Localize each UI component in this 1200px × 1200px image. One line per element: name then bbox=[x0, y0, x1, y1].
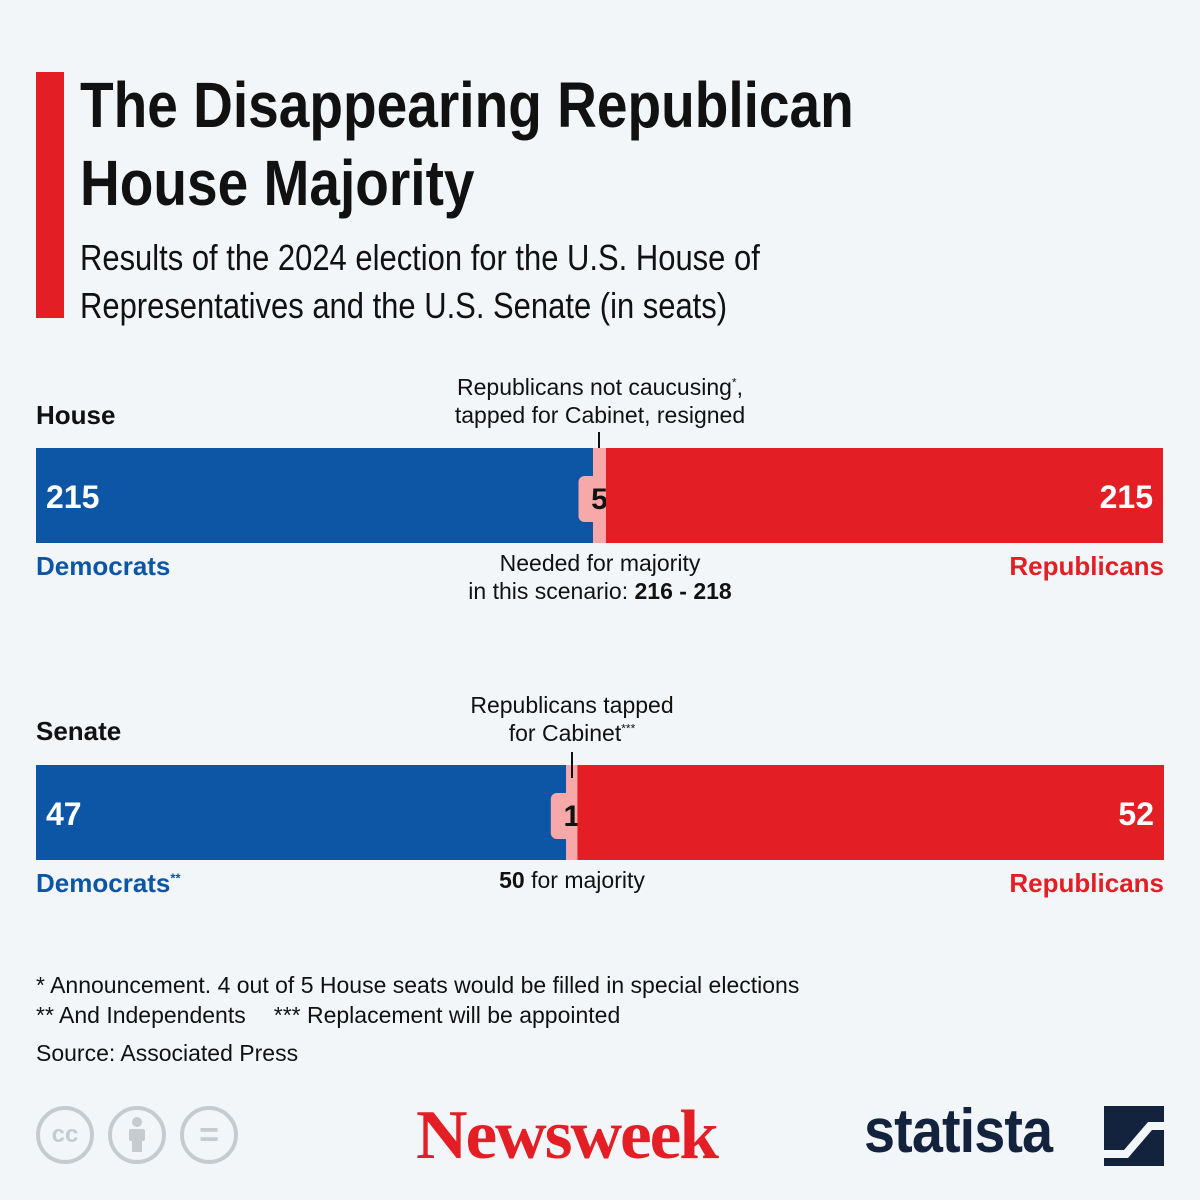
chart-subtitle: Results of the 2024 election for the U.S… bbox=[80, 237, 760, 326]
senate-top-annotation: Republicans tapped for Cabinet*** bbox=[470, 692, 674, 746]
house-republicans-bar bbox=[605, 448, 1163, 543]
no-derivatives-icon: = bbox=[180, 1106, 238, 1164]
house-republicans-value: 215 bbox=[1100, 479, 1153, 515]
license-icons: cc = bbox=[36, 1106, 238, 1164]
footnote-markers: ** And Independents *** Replacement will … bbox=[36, 1000, 620, 1030]
house-vacant-value: 5 bbox=[591, 483, 608, 516]
house-top-annotation: Republicans not caucusing*, tapped for C… bbox=[454, 374, 746, 428]
source-note: Source: Associated Press bbox=[36, 1040, 299, 1066]
footnote-independents: ** And Independents bbox=[36, 1002, 246, 1028]
senate-vacant-value: 1 bbox=[563, 800, 580, 833]
house-bar: 215 5 215 bbox=[36, 448, 1163, 543]
house-label: House bbox=[36, 400, 116, 430]
title-accent-bar bbox=[36, 72, 64, 318]
senate-republicans-value: 52 bbox=[1118, 796, 1154, 832]
senate-democrats-value: 47 bbox=[46, 796, 82, 832]
newsweek-logo: Newsweek bbox=[416, 1097, 719, 1174]
senate-democrats-label: Democrats** bbox=[36, 868, 181, 898]
house-republicans-label: Republicans bbox=[1009, 551, 1164, 581]
footnote-announcement: * Announcement. 4 out of 5 House seats w… bbox=[36, 972, 800, 998]
statista-mark-icon bbox=[1104, 1106, 1164, 1166]
creative-commons-icon: cc bbox=[36, 1106, 94, 1164]
footnote-replacement: *** Replacement will be appointed bbox=[273, 1002, 621, 1028]
senate-republicans-label: Republicans bbox=[1009, 868, 1164, 898]
house-democrats-label: Democrats bbox=[36, 551, 171, 581]
senate-republicans-bar bbox=[577, 765, 1164, 860]
senate-majority-annotation: 50 for majority bbox=[499, 867, 645, 893]
house-democrats-value: 215 bbox=[46, 479, 99, 515]
house-majority-annotation: Needed for majority in this scenario: 21… bbox=[468, 550, 732, 604]
statista-logo: statista bbox=[864, 1097, 1053, 1166]
senate-bar: 47 1 52 bbox=[36, 765, 1164, 860]
house-annotation-tick bbox=[598, 432, 600, 450]
chart-title: The Disappearing Republican House Majori… bbox=[80, 69, 854, 219]
senate-label: Senate bbox=[36, 716, 122, 746]
house-democrats-bar bbox=[36, 448, 594, 543]
senate-annotation-tick bbox=[571, 752, 573, 778]
senate-democrats-bar bbox=[36, 765, 567, 860]
attribution-icon bbox=[108, 1106, 166, 1164]
